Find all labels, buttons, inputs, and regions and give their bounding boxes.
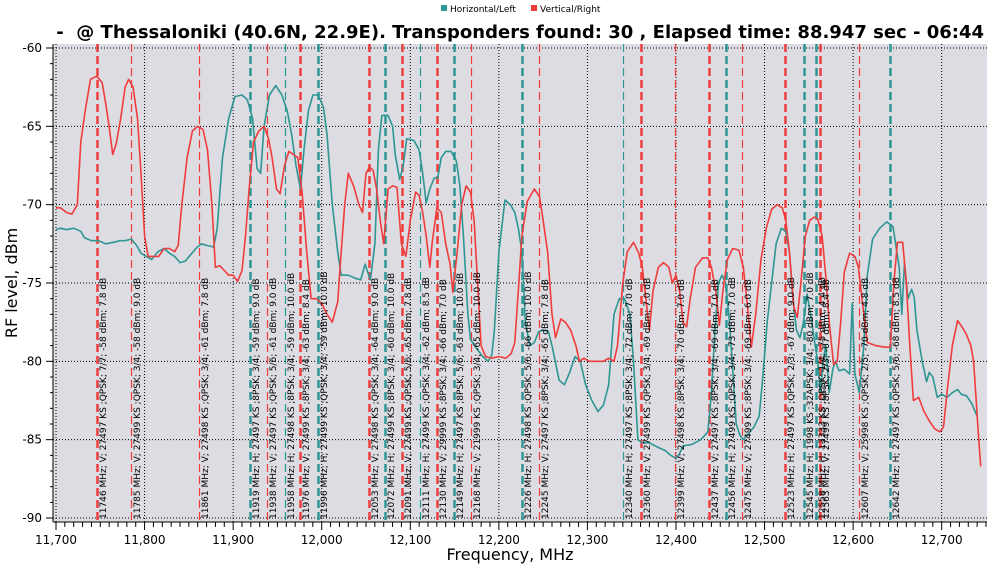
x-tick-label: 11,800 <box>124 533 166 547</box>
transponder-label: 12399 MHz; V; 27498 KS ;8PSK; 3/4; -70 d… <box>677 279 687 519</box>
transponder-label: 12523 MHz; H; 27497 KS ;QPSK; 2/3; -67 d… <box>787 277 797 519</box>
transponder-label: 12149 MHz; H; 27497 KS ;8PSK; 5/6; -63 d… <box>456 273 466 519</box>
x-axis-label: Frequency, MHz <box>446 545 573 564</box>
transponder-label: 11746 MHz; V; 27497 KS ;QPSK; 7/7; -58 d… <box>99 278 109 519</box>
x-axis-ticks: 11,700 11,800 11,900 12,000 12,100 12,200 12,3… <box>35 522 987 547</box>
transponder-label: 11938 MHz; V; 27497 KS ;QPSK; 5/6; -61 d… <box>269 278 279 519</box>
x-tick-label: 11,900 <box>212 533 254 547</box>
transponder-label: 12340 MHz; H; 27497 KS ;8PSK; 3/4; -72 d… <box>625 278 635 519</box>
transponder-label: 12563 MHz; V; 27499 KS ;8PSK; 2/3; -67 d… <box>822 279 832 519</box>
transponder-label: 12091 MHz; V; 27499 KS ;QPSK; 5/6; -65 d… <box>404 278 414 519</box>
transponder-label: 11919 MHz; H; 27497 KS ;8PSK; 3/4; -59 d… <box>252 278 262 519</box>
transponder-label: 12545 MHz; H; 1998 KS ;32APSK; 3/4; -80 … <box>806 272 816 519</box>
transponder-label: 12168 MHz; V; 21999 KS ;QPSK; 3/4; -65 d… <box>473 272 483 519</box>
transponder-label: 11958 MHz; H; 27498 KS ;8PSK; 3/4; -59 d… <box>287 273 297 519</box>
y-tick-label: -75 <box>22 276 42 290</box>
x-tick-label: 11,700 <box>35 533 77 547</box>
transponder-label: 12607 MHz; V; 25998 KS ;QPSK; 2/5; -70 d… <box>861 278 871 519</box>
series-line-vertical <box>56 75 982 467</box>
y-tick-label: -85 <box>22 433 42 447</box>
transponder-label: 12226 MHz; H; 27498 KS ;QPSK; 5/6; -66 d… <box>524 271 534 519</box>
plot-area <box>53 44 987 522</box>
y-tick-label: -70 <box>22 198 42 212</box>
series-lines <box>55 75 982 467</box>
transponder-label: 11996 MHz; H; 27499 KS ;QPSK; 3/4; -59 d… <box>320 271 330 519</box>
transponder-label: 12072 MHz; H; 27499 KS ;8PSK; 3/4; -60 d… <box>387 273 397 519</box>
transponder-label: 11861 MHz; V; 27498 KS ;QPSK; 3/4; -61 d… <box>201 278 211 519</box>
legend-label-horizontal: Horizontal/Left <box>450 5 516 15</box>
legend-label-vertical: Vertical/Right <box>540 5 601 15</box>
transponder-label: 12642 MHz; H; 27497 KS ;QPSK; 5/6; -68 d… <box>892 277 902 519</box>
transponder-label: 11785 MHz; V; 27499 KS ;QPSK; 3/4; -58 d… <box>133 278 143 519</box>
y-tick-label: -65 <box>22 119 42 133</box>
transponder-label: 12437 MHz; V; 27497 KS ;8PSK; 3/4; -69 d… <box>711 279 721 519</box>
y-tick-label: -90 <box>22 511 42 525</box>
y-tick-label: -80 <box>22 354 42 368</box>
legend-swatch-vertical <box>531 5 537 11</box>
chart-title: - @ Thessaloniki (40.6N, 22.9E). Transpo… <box>50 22 990 43</box>
x-tick-label: 12,200 <box>478 533 520 547</box>
x-tick-label: 12,100 <box>389 533 431 547</box>
transponder-label: 12111 MHz; H; 27499 KS ;QPSK; 3/4; -62 d… <box>422 277 432 519</box>
x-tick-label: 12,700 <box>921 533 963 547</box>
transponder-label: 12360 MHz; V; 27499 KS ;QPSK; 3/4; -69 d… <box>643 278 653 519</box>
x-tick-label: 12,400 <box>655 533 697 547</box>
transponder-label: 12245 MHz; V; 27497 KS ;8PSK; 3/4; -65 d… <box>541 279 551 519</box>
y-axis-label: RF level, dBm <box>2 228 21 338</box>
legend: Horizontal/Left Vertical/Right <box>441 5 601 15</box>
transponder-label: 12475 MHz; V; 27499 KS ;8PSK; 3/4; -69 d… <box>744 279 754 519</box>
x-tick-label: 12,500 <box>744 533 786 547</box>
x-tick-label: 12,300 <box>566 533 608 547</box>
transponder-label: 11976 MHz; V; 27499 KS ;8PSK; 3/4; -63 d… <box>302 279 312 519</box>
x-tick-label: 12,000 <box>301 533 343 547</box>
y-axis-ticks: -60 -65 -70 -75 -80 -85 -90 <box>22 41 53 525</box>
transponder-label: 12456 MHz; H; 27499 KS ;QPSK; 3/4; -73 d… <box>728 277 738 519</box>
transponder-label: 12130 MHz; V; 29999 KS ;8PSK; 3/4; -66 d… <box>439 279 449 519</box>
legend-swatch-horizontal <box>441 5 447 11</box>
y-tick-label: -60 <box>22 41 42 55</box>
x-tick-label: 12,600 <box>832 533 874 547</box>
transponder-label: 12053 MHz; V; 27498 KS ;QPSK; 3/4; -64 d… <box>371 278 381 519</box>
transponder-label: 12558 MHz; H; 13333 KS ;QPSK; 1/4; -75 d… <box>818 277 828 519</box>
transponder-labels: 11746 MHz; V; 27497 KS ;QPSK; 7/7; -58 d… <box>99 271 902 519</box>
